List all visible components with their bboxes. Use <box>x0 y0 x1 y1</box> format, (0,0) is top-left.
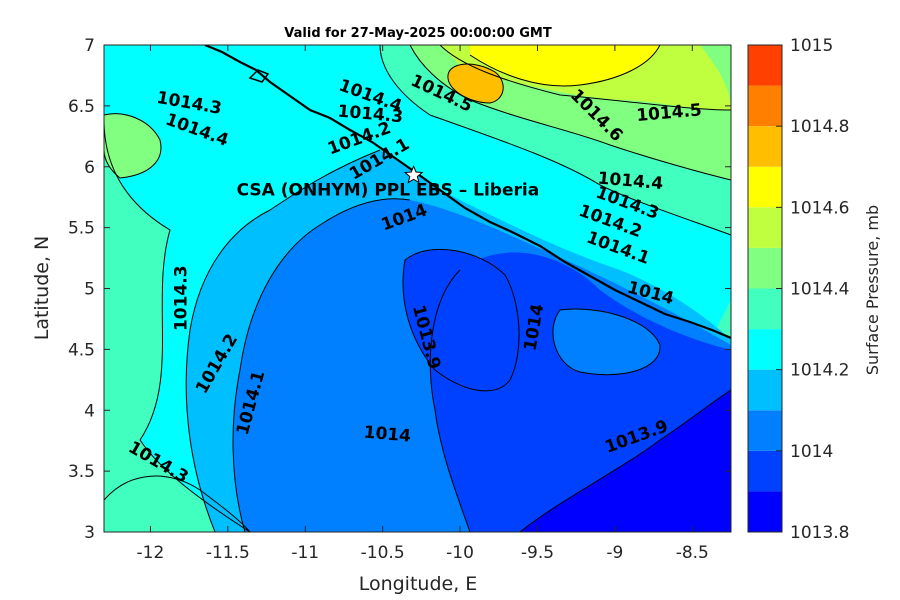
chart-title: Valid for 27-May-2025 00:00:00 GMT <box>284 26 552 41</box>
x-tick-label: -10 <box>446 543 474 563</box>
y-tick-label: 5 <box>84 280 95 300</box>
colorbar-tick-label: 1014.8 <box>790 117 849 137</box>
colorbar-tick-label: 1013.8 <box>790 523 849 543</box>
contour-line-1014-1 <box>185 149 381 532</box>
colorbar-swatch <box>748 329 782 370</box>
band-1014-4-west <box>104 113 161 178</box>
colorbar-tick-label: 1014.6 <box>790 198 849 218</box>
x-axis-label: Longitude, E <box>359 573 478 595</box>
contour-line-1013-8 <box>519 389 731 532</box>
y-tick-label: 4.5 <box>68 340 95 360</box>
y-axis: 3 3.5 4 4.5 5 5.5 6 6.5 7 <box>68 36 731 543</box>
x-tick-label: -11.5 <box>206 543 250 563</box>
contour-line-1013-9 <box>429 269 471 532</box>
x-tick-label: -12 <box>137 543 165 563</box>
coastline <box>204 45 731 340</box>
y-axis-label: Latitude, N <box>31 236 53 341</box>
x-tick-label: -10.5 <box>361 543 405 563</box>
contour-line-1013-9-core <box>402 248 520 392</box>
contour-line-1014-0 <box>232 198 411 532</box>
band-1014-6-north <box>470 45 660 86</box>
band-1014-0-lobe <box>552 309 661 375</box>
site-label: CSA (ONHYM) PPL EBS – Liberia <box>237 180 540 200</box>
x-axis: -12 -11.5 -11 -10.5 -10 -9.5 -9 -8.5 <box>137 45 709 563</box>
colorbar-tick-label: 1014.2 <box>790 361 849 381</box>
colorbar-swatch <box>748 450 782 492</box>
contour-line-1014-4 <box>409 45 731 181</box>
colorbar-swatch <box>748 166 782 208</box>
colorbar-label: Surface Pressure, mb <box>863 205 882 375</box>
contour-label: 1014.3 <box>171 265 191 331</box>
colorbar-swatch <box>748 45 782 86</box>
contour-label: 1014 <box>363 423 412 447</box>
x-tick-label: -8.5 <box>676 543 709 563</box>
contour-line-1014-7 <box>447 63 504 104</box>
coast-feature <box>248 69 270 83</box>
y-tick-label: 5.5 <box>68 219 95 239</box>
contour-line-1014-3-southwest <box>104 475 251 532</box>
colorbar-tick-label: 1015 <box>790 36 833 56</box>
site-star-icon <box>403 164 424 184</box>
colorbar-swatch <box>748 247 782 289</box>
contour-line-1014-5 <box>439 45 731 111</box>
colorbar-swatch <box>748 369 782 411</box>
y-tick-label: 3.5 <box>68 462 95 482</box>
band-1013-9-core <box>403 249 520 391</box>
y-tick-label: 6.5 <box>68 97 95 117</box>
x-tick-label: -9.5 <box>521 543 554 563</box>
y-tick-label: 6 <box>84 158 95 178</box>
contour-line-1014-6 <box>469 45 661 87</box>
y-tick-label: 4 <box>84 401 95 421</box>
colorbar-swatch <box>748 410 782 451</box>
site-marker: CSA (ONHYM) PPL EBS – Liberia <box>237 164 540 200</box>
y-tick-label: 7 <box>84 36 95 56</box>
colorbar: 1013.8 1014 1014.2 1014.4 1014.6 1014.8 1015 <box>747 36 849 543</box>
colorbar-swatch <box>748 207 782 248</box>
colorbar-swatch <box>748 491 782 532</box>
contour-line-1014-0-lobe <box>552 308 661 376</box>
contour-fill <box>104 45 731 532</box>
contour-line-1014-2 <box>104 119 251 532</box>
contour-line-1014-3 <box>379 45 731 236</box>
colorbar-tick-label: 1014 <box>790 442 833 462</box>
contour-line-1014-4-west <box>104 113 162 179</box>
x-tick-label: -11 <box>291 543 319 563</box>
y-tick-label: 3 <box>84 523 95 543</box>
x-tick-label: -9 <box>606 543 623 563</box>
colorbar-swatch <box>748 85 782 127</box>
contour-lines <box>104 45 731 532</box>
colorbar-tick-label: 1014.4 <box>790 280 849 300</box>
colorbar-swatch <box>748 126 782 167</box>
colorbar-swatch <box>748 288 782 330</box>
